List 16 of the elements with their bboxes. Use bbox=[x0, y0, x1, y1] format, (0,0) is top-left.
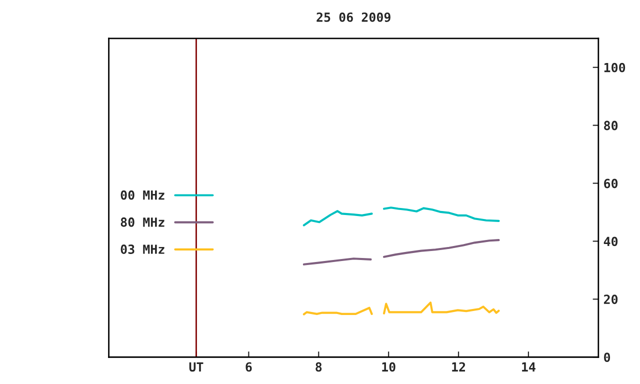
y-tick-label: 60 bbox=[604, 178, 618, 188]
legend-label: 00 MHz bbox=[120, 190, 164, 200]
y-tick-label: 0 bbox=[604, 352, 610, 362]
x-tick-label: UT bbox=[189, 362, 204, 372]
x-tick-label: 6 bbox=[246, 362, 252, 372]
x-tick-label: 10 bbox=[382, 362, 396, 372]
legend-label: 80 MHz bbox=[120, 217, 164, 227]
y-tick-label: 40 bbox=[604, 236, 618, 246]
chart-title: 25 06 2009 bbox=[316, 12, 390, 22]
y-tick-label: 80 bbox=[604, 120, 618, 130]
y-tick-label: 20 bbox=[604, 294, 618, 304]
legend-label: 03 MHz bbox=[120, 244, 164, 254]
x-tick-label: 8 bbox=[316, 362, 322, 372]
x-tick-label: 12 bbox=[452, 362, 466, 372]
y-tick-label: 100 bbox=[604, 62, 626, 72]
x-tick-label: 14 bbox=[522, 362, 536, 372]
